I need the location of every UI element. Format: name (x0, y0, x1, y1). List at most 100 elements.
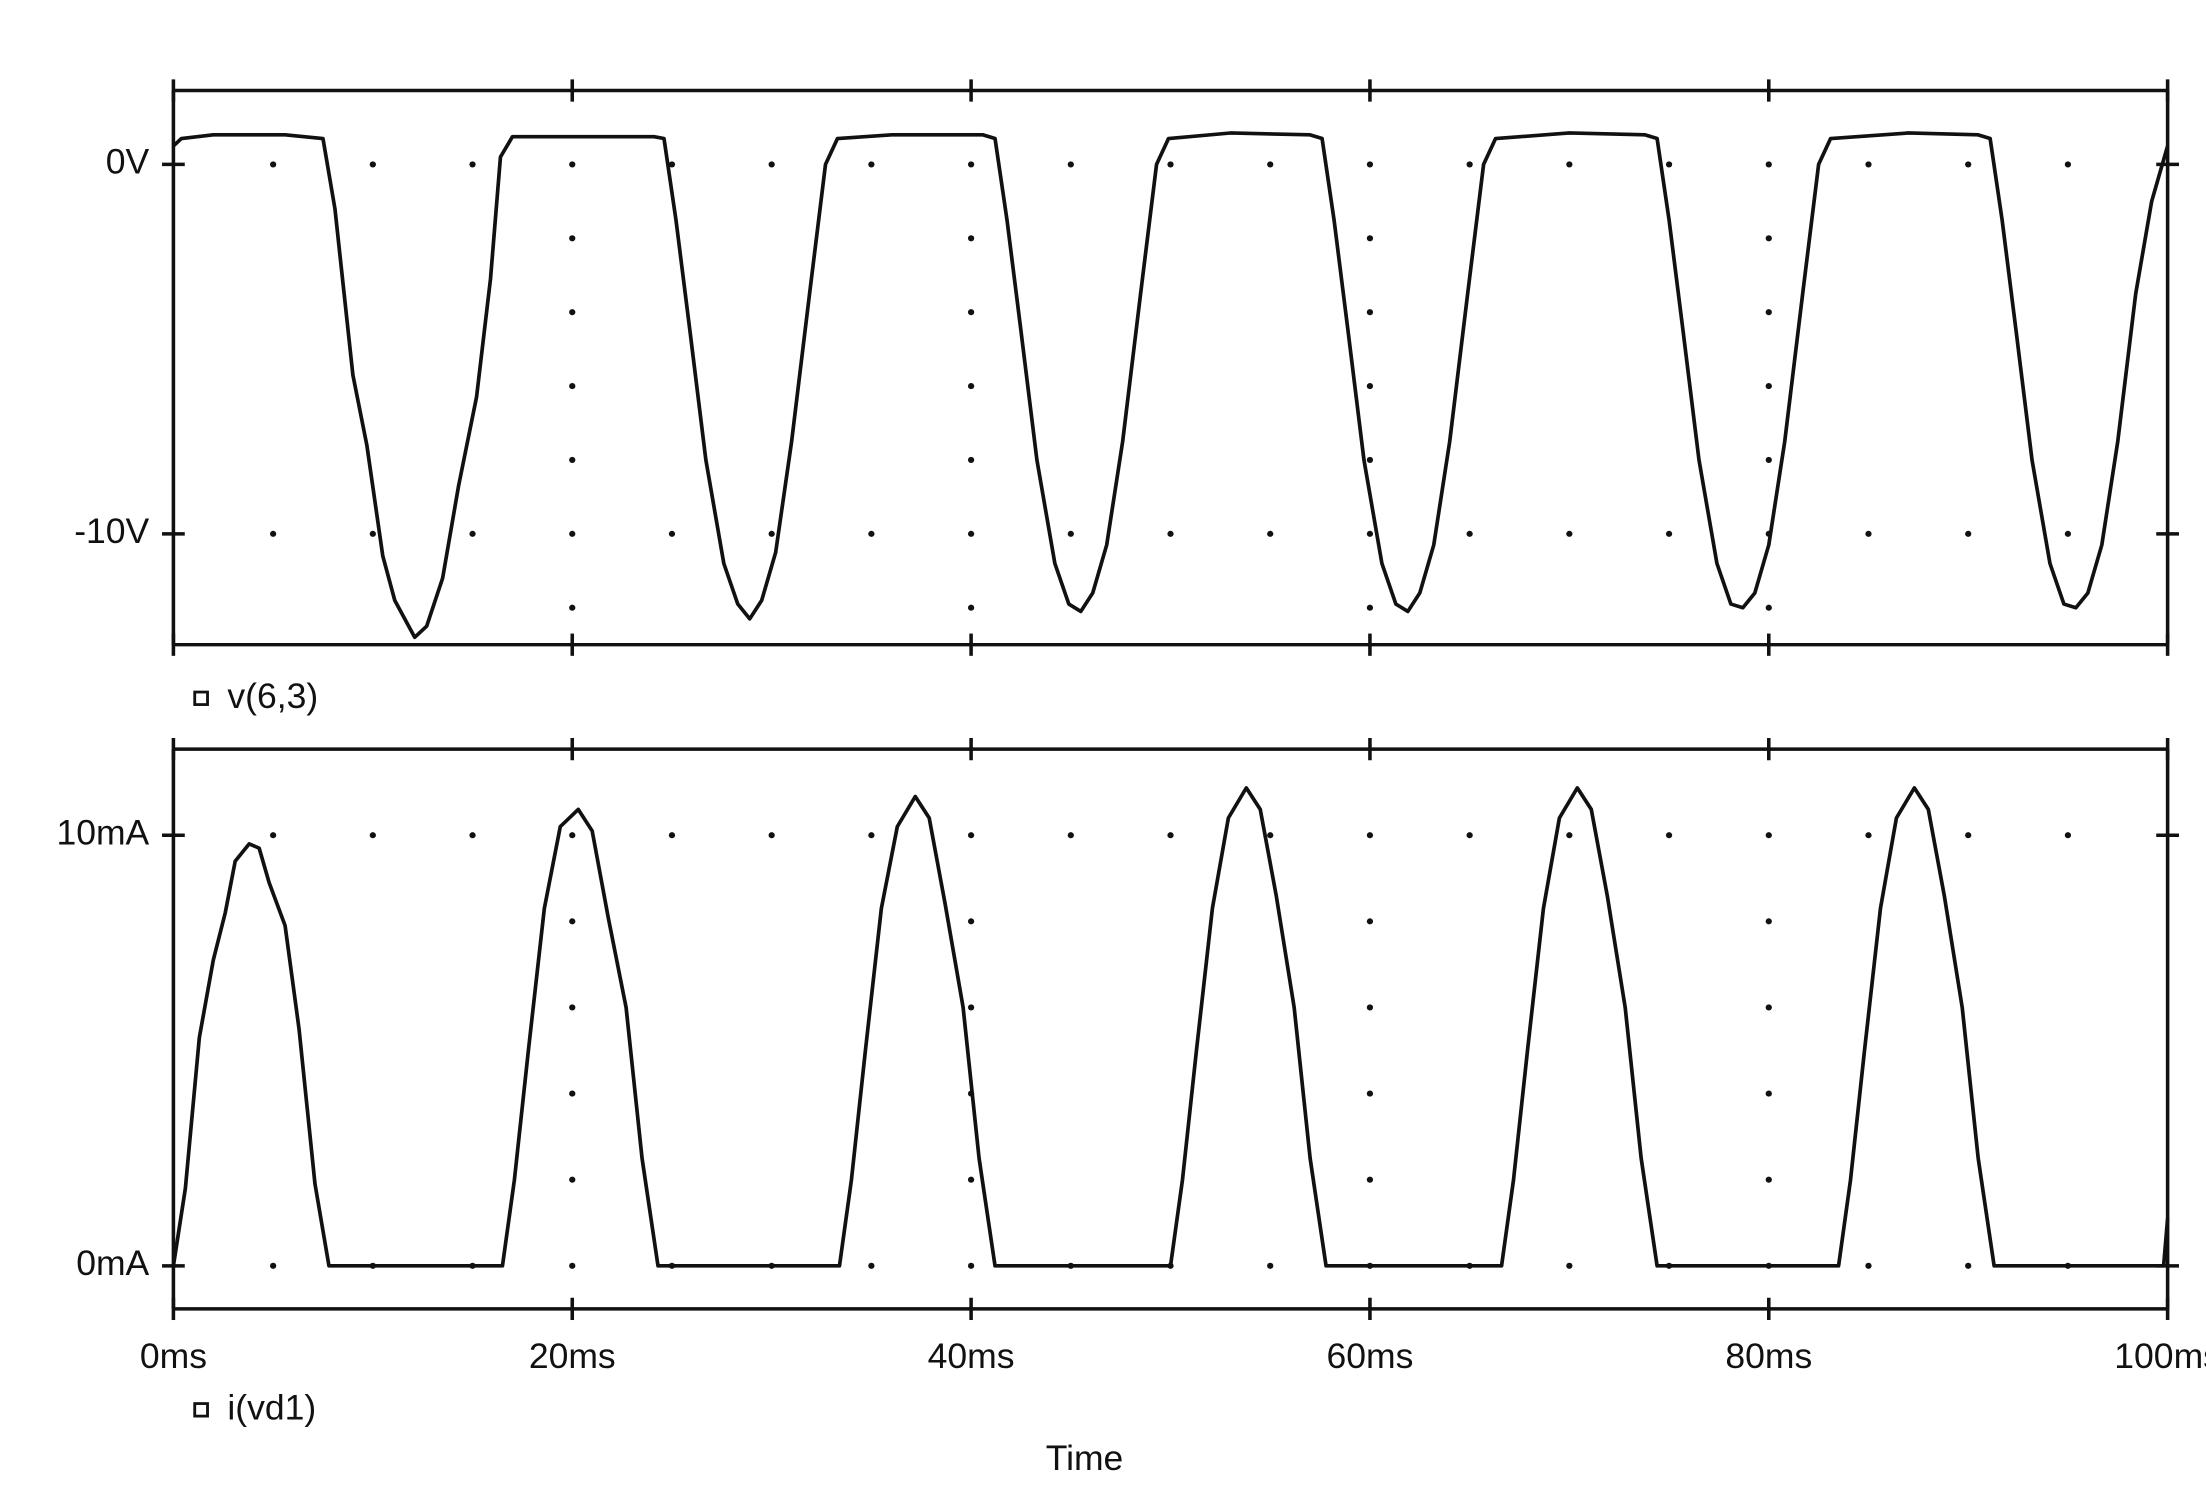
x-tick-label: 80ms (1725, 1338, 1812, 1377)
grid-dot (2064, 832, 2072, 839)
grid-dot (369, 161, 376, 168)
grid-dot (1167, 832, 1174, 839)
grid-dot (1765, 832, 1772, 839)
grid-dot (868, 530, 875, 537)
grid-dot (1965, 530, 1972, 537)
grid-dot (1765, 604, 1772, 611)
grid-dot (967, 456, 975, 464)
grid-dot (1366, 1176, 1374, 1183)
grid-dot (668, 161, 676, 168)
grid-dot (1366, 1090, 1374, 1097)
grid-dot (569, 1262, 576, 1269)
grid-dot (1067, 530, 1074, 537)
grid-dot (569, 456, 576, 464)
grid-dot (269, 1262, 277, 1269)
grid-dot (569, 832, 576, 839)
grid-dot (569, 1090, 576, 1097)
grid-dot (1466, 530, 1473, 537)
grid-dot (1865, 530, 1872, 537)
grid-dot (569, 309, 576, 316)
grid-dot (369, 832, 376, 839)
grid-dot (967, 235, 975, 242)
legend-label: v(6,3) (227, 678, 318, 717)
grid-dot (569, 235, 576, 242)
grid-dot (1267, 1262, 1274, 1269)
grid-dot (1765, 456, 1772, 464)
grid-dot (1067, 161, 1074, 168)
grid-dot (1765, 161, 1772, 168)
grid-dot (469, 832, 476, 839)
grid-dot (1067, 832, 1074, 839)
grid-dot (1765, 1090, 1772, 1097)
grid-dot (1366, 309, 1374, 316)
x-tick-label: 20ms (529, 1338, 616, 1377)
grid-dot (1965, 832, 1972, 839)
grid-dot (569, 1176, 576, 1183)
grid-dot (1765, 918, 1772, 925)
grid-dot (569, 530, 576, 537)
x-tick-label: 60ms (1327, 1338, 1414, 1377)
series-line (171, 786, 2170, 1268)
grid-dot (469, 530, 476, 537)
grid-dot (1566, 832, 1573, 839)
grid-dot (1765, 309, 1772, 316)
grid-dot (1466, 161, 1473, 168)
grid-dot (1765, 235, 1772, 242)
grid-dot (269, 530, 277, 537)
grid-dot (868, 832, 875, 839)
grid-dot (269, 832, 277, 839)
x-tick-label: 100ms (2114, 1338, 2206, 1377)
grid-dot (1466, 832, 1473, 839)
grid-dot (1965, 161, 1972, 168)
grid-dot (1366, 918, 1374, 925)
grid-dot (668, 530, 676, 537)
grid-dot (1765, 1176, 1772, 1183)
grid-dot (1267, 530, 1274, 537)
grid-dot (1865, 161, 1872, 168)
grid-dot (569, 1004, 576, 1011)
grid-dot (1865, 1262, 1872, 1269)
grid-dot (569, 918, 576, 925)
legend-swatch (193, 1402, 209, 1418)
x-tick-label: 0ms (140, 1338, 207, 1377)
grid-dot (1566, 161, 1573, 168)
grid-dot (1665, 530, 1673, 537)
grid-dot (1267, 832, 1274, 839)
grid-dot (569, 383, 576, 390)
grid-dot (1765, 1004, 1772, 1011)
grid-dot (1366, 161, 1374, 168)
grid-dot (967, 161, 975, 168)
grid-dot (967, 383, 975, 390)
grid-dot (1366, 832, 1374, 839)
legend-label: i(vd1) (227, 1389, 316, 1428)
y-tick-label: 0mA (76, 1244, 150, 1283)
grid-dot (2064, 530, 2072, 537)
grid-dot (868, 161, 875, 168)
grid-dot (1167, 161, 1174, 168)
grid-dot (1665, 161, 1673, 168)
grid-dot (967, 604, 975, 611)
grid-dot (967, 1262, 975, 1269)
grid-dot (469, 161, 476, 168)
grid-dot (967, 832, 975, 839)
grid-dot (1965, 1262, 1972, 1269)
x-tick-label: 40ms (928, 1338, 1015, 1377)
y-tick-label: 10mA (56, 814, 149, 853)
y-tick-label: 0V (106, 143, 150, 182)
grid-dot (1665, 832, 1673, 839)
legend-swatch (193, 690, 209, 706)
grid-dot (768, 161, 775, 168)
series-line (172, 131, 2170, 640)
grid-dot (768, 832, 775, 839)
grid-dot (1566, 530, 1573, 537)
grid-dot (1366, 530, 1374, 537)
grid-dot (569, 161, 576, 168)
grid-dot (1366, 604, 1374, 611)
grid-dot (967, 918, 975, 925)
grid-dot (269, 161, 277, 168)
y-tick-label: -10V (74, 512, 150, 551)
grid-dot (1366, 383, 1374, 390)
grid-dot (967, 1004, 975, 1011)
